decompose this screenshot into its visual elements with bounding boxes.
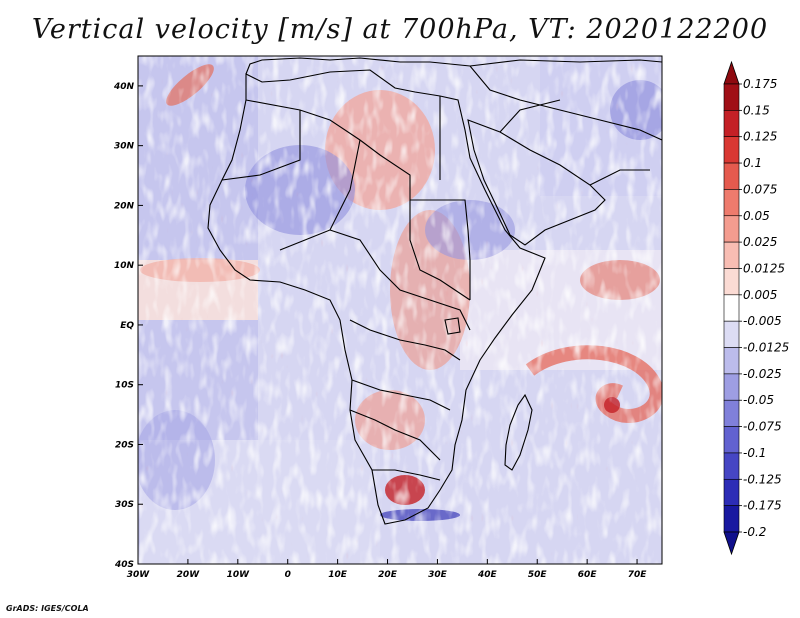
colorbar-label: -0.025 <box>743 367 782 381</box>
lat-tick-label: 10N <box>114 261 135 271</box>
colorbar-label: -0.175 <box>743 499 782 513</box>
colorbar-label: 0.025 <box>743 235 777 249</box>
colorbar-label: -0.2 <box>743 525 766 539</box>
colorbar-swatch <box>723 505 740 533</box>
colorbar-label: -0.0125 <box>743 341 789 355</box>
lat-tick-label: EQ <box>120 321 134 331</box>
lon-tick-label: 30E <box>428 570 448 580</box>
colorbar-swatch <box>723 162 740 190</box>
lat-tick-label: 10S <box>115 381 134 391</box>
colorbar-swatch <box>723 268 740 296</box>
colorbar-swatch <box>723 373 740 401</box>
colorbar-swatch <box>723 110 740 138</box>
grads-credit: GrADS: IGES/COLA <box>6 604 89 613</box>
colorbar-swatch <box>723 399 740 427</box>
colorbar-swatch <box>723 83 740 111</box>
colorbar-swatch <box>723 452 740 480</box>
colorbar-label: 0.175 <box>743 77 777 91</box>
map-axes: 30W 20W 10W 0 10E 20E 30E 40E 50E 60E 70E 40N 30N 20N… <box>113 82 647 580</box>
colorbar-swatch <box>723 426 740 454</box>
lat-tick-label: 40N <box>113 82 135 92</box>
lat-tick-label: 20S <box>115 440 134 450</box>
plot-frame <box>137 55 663 565</box>
colorbar-swatch <box>723 347 740 375</box>
colorbar-swatch <box>723 136 740 164</box>
colorbar-bottom-arrow <box>723 531 740 556</box>
colorbar-label: -0.125 <box>743 472 782 486</box>
colorbar-label: -0.05 <box>743 393 774 407</box>
lat-tick-label: 40S <box>114 560 134 570</box>
colorbar-swatch <box>723 241 740 269</box>
lat-tick-label: 20N <box>114 201 135 211</box>
coastlines <box>207 57 662 525</box>
colorbar-label: 0.05 <box>743 209 770 223</box>
colorbar-label: -0.005 <box>743 314 782 328</box>
lon-tick-label: 60E <box>578 570 598 580</box>
colorbar-swatch <box>723 294 740 322</box>
lat-tick-label: 30S <box>115 500 134 510</box>
colorbar: 0.175 0.15 0.125 0.1 0.075 0.05 0.025 0.0125 0.0… <box>723 60 789 556</box>
map-title: Vertical velocity [m/s] at 700hPa, VT: 2… <box>31 14 769 45</box>
colorbar-label: 0.0125 <box>743 261 785 275</box>
lon-tick-label: 30W <box>127 570 151 580</box>
lon-tick-label: 20W <box>177 570 201 580</box>
lon-tick-label: 20E <box>378 570 398 580</box>
lon-tick-label: 50E <box>528 570 548 580</box>
colorbar-swatch <box>723 478 740 506</box>
colorbar-top-arrow <box>723 60 740 85</box>
velocity-field <box>138 56 662 564</box>
colorbar-label: 0.005 <box>743 288 777 302</box>
colorbar-swatch <box>723 215 740 243</box>
colorbar-label: 0.1 <box>743 156 762 170</box>
colorbar-label: 0.125 <box>743 130 777 144</box>
lon-tick-label: 10E <box>328 570 348 580</box>
colorbar-swatch <box>723 320 740 348</box>
colorbar-label: 0.075 <box>743 182 777 196</box>
lat-tick-label: 30N <box>114 142 135 152</box>
colorbar-label: -0.1 <box>743 446 766 460</box>
lon-tick-label: 0 <box>285 570 291 580</box>
lon-tick-label: 10W <box>227 570 251 580</box>
colorbar-label: 0.15 <box>743 103 770 117</box>
lon-tick-label: 70E <box>628 570 648 580</box>
colorbar-label: -0.075 <box>743 420 782 434</box>
colorbar-swatch <box>723 189 740 217</box>
lon-tick-label: 40E <box>477 570 498 580</box>
